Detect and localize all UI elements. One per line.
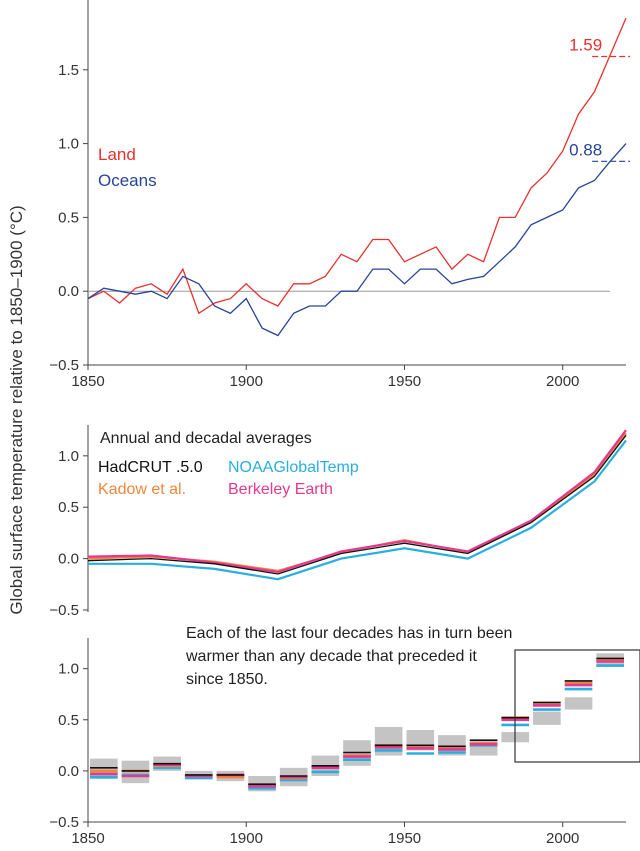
legend-berkeley-label: Berkeley Earth <box>228 481 333 498</box>
annotation-0-value: 1.59 <box>569 36 602 55</box>
panel-1-axes: −0.5 0.0 0.5 1.0 1.5 1850 1900 1950 2000 <box>49 0 626 390</box>
panel-1-y-tick-label: 1.5 <box>58 62 79 79</box>
panel-3-x-tick-label: 2000 <box>546 830 579 847</box>
panel-annual-averages: Annual and decadal averages −0.5 0.0 0.5 1.… <box>49 425 627 619</box>
panel-3-x-tick-label: 1900 <box>230 830 263 847</box>
annual-series-1-line <box>88 439 627 581</box>
panel-1-y-tick-label: 1.0 <box>58 136 79 153</box>
panel-2-y-tick-label: 1.0 <box>58 448 79 465</box>
panel-land-oceans: −0.5 0.0 0.5 1.0 1.5 1850 1900 1950 2000 Land Oc… <box>49 0 630 390</box>
panel-2-title: Annual and decadal averages <box>100 430 312 447</box>
panel-1-y-tick-label: 0.5 <box>58 209 79 226</box>
panel-2-y-tick-label: 0.5 <box>58 499 79 516</box>
annual-series-0-line <box>87 434 627 575</box>
panel-3-x-tick-label: 1850 <box>71 830 104 847</box>
panel-1-x-tick-label: 1850 <box>71 373 104 390</box>
annual-series-2-line <box>87 432 627 573</box>
panel-3-y-tick-label: 0.5 <box>58 712 79 729</box>
decades-annotation: Each of the last four decades has in tur… <box>186 625 513 688</box>
panel-3-y-tick-label: −0.5 <box>49 814 79 831</box>
panel-3-y-tick-label: 1.0 <box>58 661 79 678</box>
panel-decadal-averages: −0.5 0.0 0.5 1.0 1850 1900 1950 2000 Each of th… <box>49 625 640 847</box>
panel-1-annotations: 1.59 0.88 <box>569 36 630 162</box>
series-land-line <box>87 17 627 315</box>
panel-3-y-tick-label: 0.0 <box>58 763 79 780</box>
panel-1-x-tick-label: 1950 <box>388 373 421 390</box>
panel-1-y-tick-label: 0.0 <box>58 283 79 300</box>
panel-1-series <box>87 17 627 337</box>
annotation-1-value: 0.88 <box>569 140 602 159</box>
legend-hadcrut-label: HadCRUT .5.0 <box>98 459 203 476</box>
panel-2-series <box>87 429 627 581</box>
decade-range-2000s <box>564 697 593 710</box>
annual-series-3-line <box>87 429 627 574</box>
legend-land-label: Land <box>98 145 136 164</box>
panel-2-axes: −0.5 0.0 0.5 1.0 <box>49 425 89 619</box>
last-four-decades-highlight-box <box>514 649 640 763</box>
legend-noaa-label: NOAAGlobalTemp <box>228 459 359 476</box>
panel-1-x-tick-label: 2000 <box>546 373 579 390</box>
legend-kadow-label: Kadow et al. <box>98 481 186 498</box>
panel-1-x-tick-label: 1900 <box>230 373 263 390</box>
panel-2-y-tick-label: 0.0 <box>58 551 79 568</box>
panel-2-y-tick-label: −0.5 <box>49 602 79 619</box>
shared-y-axis-label: Global surface temperature relative to 1… <box>7 205 26 614</box>
series-oceans-line <box>87 143 627 337</box>
decade-range-1990s <box>533 711 561 725</box>
legend-oceans-label: Oceans <box>98 171 157 190</box>
panel-1-y-tick-label: −0.5 <box>49 357 79 374</box>
panel-3-axes: −0.5 0.0 0.5 1.0 1850 1900 1950 2000 <box>49 638 626 847</box>
panel-3-x-tick-label: 1950 <box>388 830 421 847</box>
